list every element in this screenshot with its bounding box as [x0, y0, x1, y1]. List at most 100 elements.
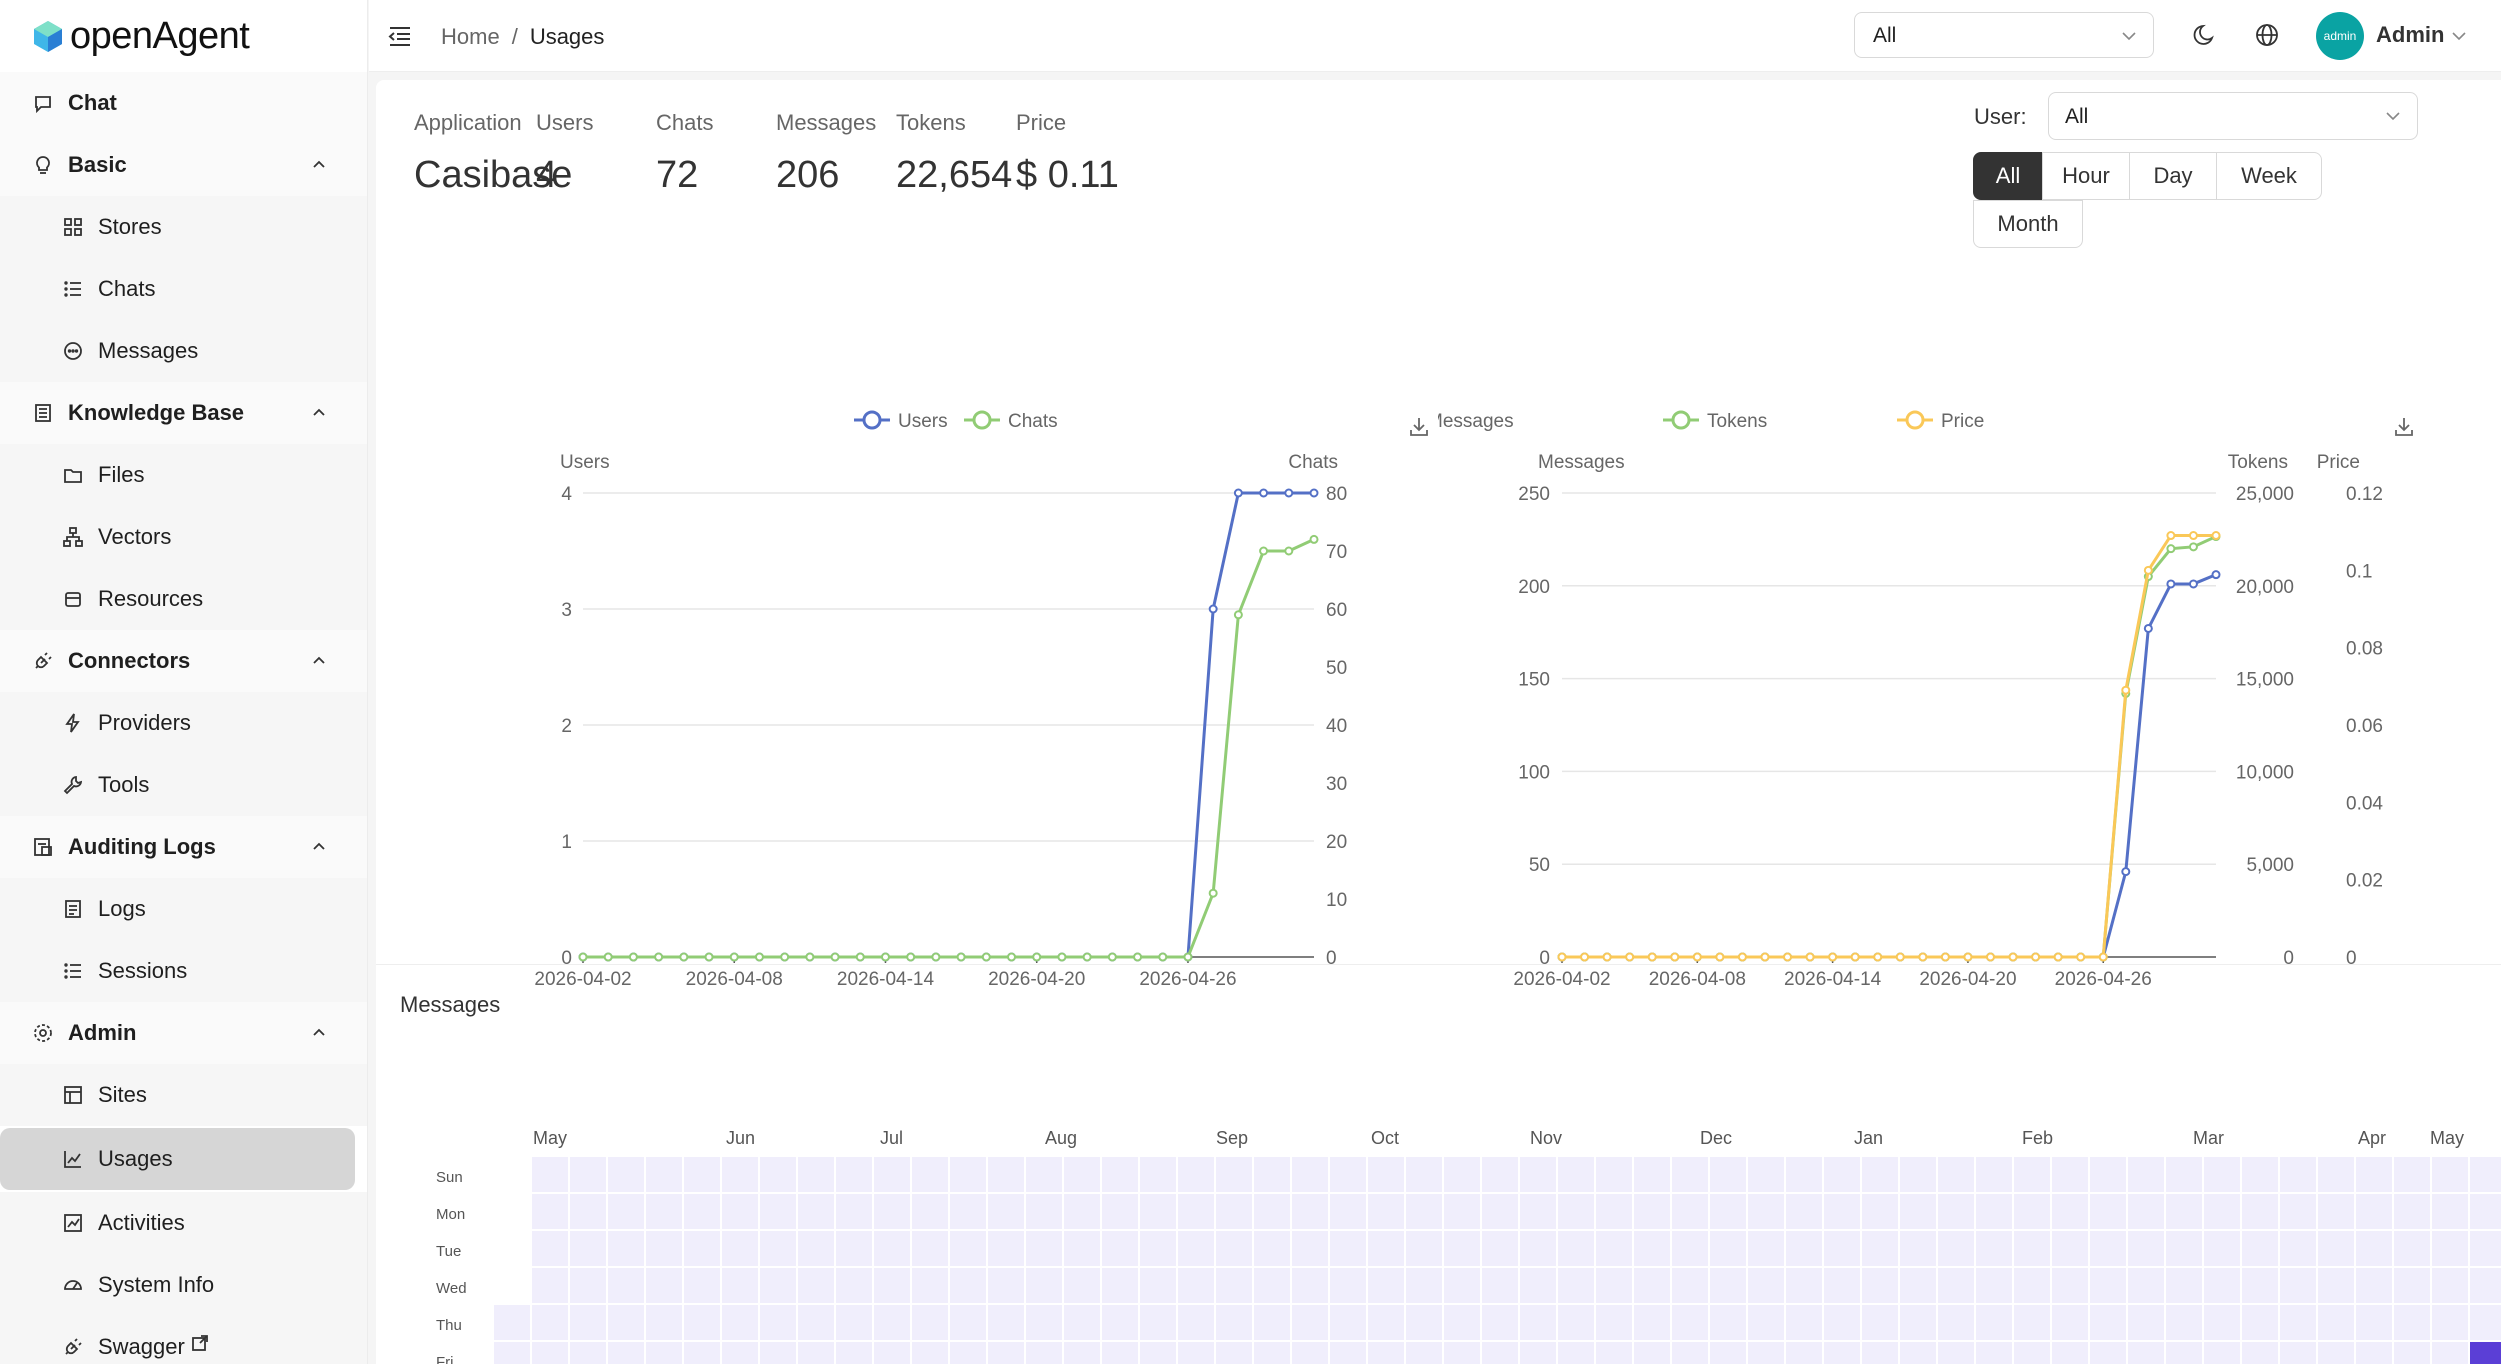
heatmap-cell[interactable] [1368, 1305, 1404, 1340]
heatmap-cell[interactable] [1672, 1342, 1708, 1364]
heatmap-cell[interactable] [2166, 1194, 2202, 1229]
heatmap-cell[interactable] [1254, 1305, 1290, 1340]
data-point[interactable] [1873, 952, 1883, 962]
data-point[interactable] [1183, 952, 1193, 962]
data-point[interactable] [1309, 534, 1319, 544]
data-point[interactable] [1259, 546, 1269, 556]
data-point[interactable] [1963, 952, 1973, 962]
heatmap-cell[interactable] [2090, 1157, 2126, 1192]
heatmap-cell[interactable] [1824, 1194, 1860, 1229]
data-point[interactable] [1625, 952, 1635, 962]
heatmap-cell[interactable] [1064, 1194, 1100, 1229]
heatmap-cell[interactable] [684, 1305, 720, 1340]
sidebar-item-chat[interactable]: Chat [0, 72, 367, 134]
sidebar-item-system-info[interactable]: System Info [0, 1254, 367, 1316]
user-name[interactable]: Admin [2376, 22, 2445, 47]
data-point[interactable] [2076, 952, 2086, 962]
heatmap-cell[interactable] [2432, 1305, 2468, 1340]
heatmap-cell[interactable] [836, 1305, 872, 1340]
heatmap-cell[interactable] [1292, 1342, 1328, 1364]
heatmap-cell[interactable] [1520, 1342, 1556, 1364]
sidebar-item-swagger[interactable]: Swagger [0, 1316, 367, 1364]
heatmap-cell[interactable] [570, 1231, 606, 1266]
heatmap-cell[interactable] [988, 1157, 1024, 1192]
heatmap-cell[interactable] [798, 1231, 834, 1266]
heatmap-cell[interactable] [1672, 1305, 1708, 1340]
heatmap-cell[interactable] [1178, 1268, 1214, 1303]
data-point[interactable] [1940, 952, 1950, 962]
heatmap-cell[interactable] [1368, 1231, 1404, 1266]
heatmap-cell[interactable] [2356, 1157, 2392, 1192]
heatmap-cell[interactable] [1786, 1268, 1822, 1303]
heatmap-cell[interactable] [1596, 1342, 1632, 1364]
heatmap-cell[interactable] [912, 1231, 948, 1266]
heatmap-cell[interactable] [2432, 1231, 2468, 1266]
heatmap-cell[interactable] [1938, 1194, 1974, 1229]
data-point[interactable] [1208, 888, 1218, 898]
heatmap-cell[interactable] [1672, 1231, 1708, 1266]
heatmap-cell[interactable] [1216, 1231, 1252, 1266]
heatmap-cell[interactable] [532, 1268, 568, 1303]
heatmap-cell[interactable] [798, 1342, 834, 1364]
heatmap-cell[interactable] [2394, 1157, 2430, 1192]
heatmap-cell[interactable] [1634, 1194, 1670, 1229]
heatmap-cell[interactable] [2166, 1268, 2202, 1303]
heatmap-cell[interactable] [1596, 1305, 1632, 1340]
heatmap-cell[interactable] [2128, 1194, 2164, 1229]
heatmap-cell[interactable] [684, 1268, 720, 1303]
data-point[interactable] [956, 952, 966, 962]
heatmap-cell[interactable] [1406, 1342, 1442, 1364]
heatmap-cell[interactable] [1710, 1268, 1746, 1303]
heatmap-cell[interactable] [722, 1305, 758, 1340]
heatmap-cell[interactable] [1824, 1231, 1860, 1266]
heatmap-cell[interactable] [950, 1194, 986, 1229]
heatmap-cell[interactable] [494, 1305, 530, 1340]
data-point[interactable] [754, 952, 764, 962]
heatmap-cell[interactable] [1824, 1268, 1860, 1303]
heatmap-cell[interactable] [1558, 1157, 1594, 1192]
heatmap-cell[interactable] [570, 1342, 606, 1364]
heatmap-cell[interactable] [1026, 1305, 1062, 1340]
heatmap-cell[interactable] [1140, 1268, 1176, 1303]
heatmap-cell[interactable] [532, 1157, 568, 1192]
heatmap-cell[interactable] [1672, 1194, 1708, 1229]
globe-icon[interactable] [2254, 22, 2280, 48]
data-point[interactable] [1032, 952, 1042, 962]
sidebar-item-files[interactable]: Files [0, 444, 367, 506]
heatmap-cell[interactable] [1292, 1194, 1328, 1229]
heatmap-cell[interactable] [1938, 1231, 1974, 1266]
heatmap-cell[interactable] [1786, 1194, 1822, 1229]
heatmap-cell[interactable] [2280, 1231, 2316, 1266]
heatmap-cell[interactable] [2394, 1342, 2430, 1364]
heatmap-cell[interactable] [1900, 1231, 1936, 1266]
heatmap-cell[interactable] [1102, 1157, 1138, 1192]
data-point[interactable] [628, 952, 638, 962]
heatmap-cell[interactable] [2280, 1305, 2316, 1340]
heatmap-cell[interactable] [1520, 1157, 1556, 1192]
legend-messages[interactable]: Messages [1438, 411, 1514, 432]
heatmap-cell[interactable] [2014, 1231, 2050, 1266]
data-point[interactable] [679, 952, 689, 962]
data-point[interactable] [1715, 952, 1725, 962]
heatmap-cell[interactable] [722, 1157, 758, 1192]
heatmap-cell[interactable] [1406, 1194, 1442, 1229]
heatmap-cell[interactable] [760, 1305, 796, 1340]
data-point[interactable] [704, 952, 714, 962]
heatmap-cell[interactable] [2356, 1194, 2392, 1229]
heatmap-cell[interactable] [2090, 1268, 2126, 1303]
data-point[interactable] [1985, 952, 1995, 962]
data-point[interactable] [2053, 952, 2063, 962]
sidebar-item-admin[interactable]: Admin [0, 1002, 367, 1064]
heatmap-cell[interactable] [2470, 1231, 2501, 1266]
download-icon[interactable] [2395, 418, 2413, 436]
heatmap-cell[interactable] [2356, 1342, 2392, 1364]
heatmap-cell[interactable] [1102, 1194, 1138, 1229]
heatmap-cell[interactable] [1634, 1305, 1670, 1340]
heatmap-cell[interactable] [1482, 1194, 1518, 1229]
sidebar-item-providers[interactable]: Providers [0, 692, 367, 754]
heatmap-cell[interactable] [1900, 1157, 1936, 1192]
heatmap-cell[interactable] [1976, 1231, 2012, 1266]
heatmap-cell[interactable] [2318, 1231, 2354, 1266]
heatmap-cell[interactable] [1710, 1231, 1746, 1266]
sidebar-item-activities[interactable]: Activities [0, 1192, 367, 1254]
